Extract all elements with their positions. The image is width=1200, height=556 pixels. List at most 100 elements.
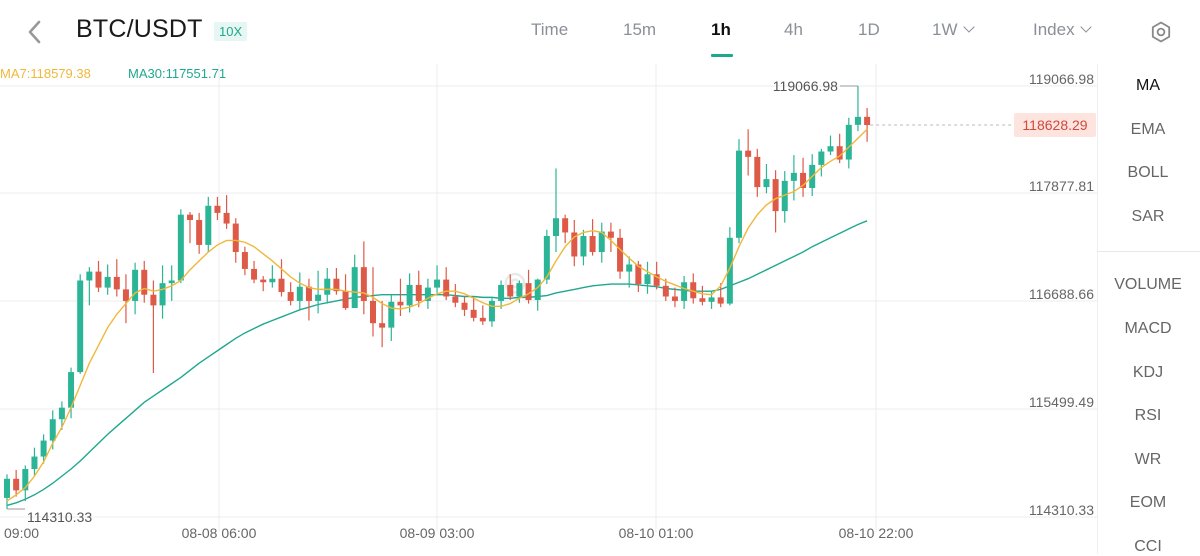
candle-body (763, 179, 770, 188)
candle-body (690, 282, 697, 299)
candle-body (671, 296, 678, 301)
last-price-tag-bg (1014, 113, 1096, 138)
candle-body (754, 156, 761, 188)
settings-gear-icon[interactable] (1149, 20, 1173, 44)
indicator-ema[interactable]: EMA (1130, 121, 1166, 138)
index-dropdown[interactable]: Index (1033, 20, 1092, 40)
candle-body (205, 205, 212, 245)
candle-body (708, 297, 715, 302)
timeframe-1d[interactable]: 1D (858, 20, 880, 39)
indicator-boll[interactable]: BOLL (1127, 164, 1169, 181)
candle-body (104, 276, 111, 288)
candle-body (864, 116, 871, 126)
candle-body (479, 317, 486, 322)
candle-body (553, 218, 559, 237)
timeframe-15m[interactable]: 15m (623, 20, 657, 39)
candle-body (745, 150, 752, 157)
candle-body (287, 292, 294, 301)
candle-body (168, 280, 175, 284)
trading-pair-title[interactable]: BTC/USDT (76, 15, 203, 43)
candle-body (342, 291, 349, 309)
candle-body (452, 296, 459, 303)
candle-body (351, 267, 358, 309)
candle-body (251, 268, 258, 280)
candle-body (534, 279, 541, 301)
timeframe-1w-dropdown[interactable]: 1W (932, 20, 975, 40)
candle-body (324, 278, 331, 295)
candle-body (681, 282, 688, 301)
indicator-rsi[interactable]: RSI (1134, 407, 1162, 424)
candle-body (260, 279, 267, 283)
candle-body (86, 271, 93, 281)
indicator-separator (1097, 251, 1200, 252)
candle-body (122, 289, 129, 301)
candle-body (232, 223, 239, 253)
candle-body (370, 300, 376, 324)
candle-body (726, 237, 733, 304)
candle-body (77, 280, 84, 373)
indicator-wr[interactable]: WR (1134, 451, 1162, 468)
candle-body (305, 286, 312, 301)
x-axis-tick-label: 08-10 01:00 (619, 525, 694, 541)
back-chevron-icon[interactable] (18, 14, 52, 50)
candle-body (580, 236, 587, 257)
candle-body (845, 124, 852, 160)
indicator-macd[interactable]: MACD (1124, 320, 1172, 337)
timeframe-4h[interactable]: 4h (784, 20, 803, 39)
candle-body (132, 269, 139, 301)
candle-body (607, 231, 614, 238)
candle-body (589, 236, 596, 253)
candle-body (22, 469, 29, 491)
indicator-volume[interactable]: VOLUME (1114, 276, 1182, 293)
ma30-legend: MA30:117551.71 (128, 66, 227, 81)
candle-body (699, 298, 706, 302)
candle-body (434, 279, 441, 288)
candlestick-chart[interactable]: ◎ 119066.98 117877.81 116688.66 115499.49 114… (0, 0, 1097, 554)
indicator-ma[interactable]: MA (1136, 77, 1160, 94)
candle-body (379, 323, 386, 328)
indicator-sar[interactable]: SAR (1131, 208, 1165, 225)
candle-body (159, 283, 166, 306)
candle-body (223, 212, 230, 224)
candle-body (141, 269, 148, 295)
x-axis-tick-label: 08-09 03:00 (400, 525, 475, 541)
candle-body (562, 218, 569, 233)
candle-body (424, 287, 431, 301)
y-axis-tick-label: 119066.98 (1029, 71, 1094, 87)
timeframe-1h[interactable]: 1h (711, 20, 731, 39)
timeframe-time[interactable]: Time (531, 20, 569, 39)
candle-body (13, 478, 20, 491)
y-axis-tick-label: 116688.66 (1029, 286, 1094, 302)
candle-body (278, 278, 285, 293)
candle-body (113, 276, 120, 290)
candle-body (800, 172, 807, 188)
candle-body (598, 231, 605, 253)
sidebar-divider (1097, 64, 1098, 554)
candle-body (4, 478, 10, 498)
candle-body (644, 274, 651, 285)
candle-body (662, 285, 669, 297)
ma7-line (6, 128, 868, 502)
ma7-legend: MA7:118579.38 (0, 66, 91, 81)
indicator-kdj[interactable]: KDJ (1132, 364, 1164, 381)
y-axis-tick-label: 117877.81 (1029, 178, 1094, 194)
candle-body (507, 284, 514, 297)
candle-body (95, 271, 102, 288)
candle-body (187, 214, 193, 221)
indicator-cci[interactable]: CCI (1134, 538, 1162, 555)
candle-body (31, 456, 38, 470)
x-axis-tick-label: 09:00 (4, 525, 39, 541)
candle-body (781, 180, 788, 212)
candle-body (196, 220, 203, 245)
candle-body (498, 284, 505, 301)
candle-body (214, 205, 221, 213)
candle-body (516, 283, 523, 297)
candle-body (388, 301, 395, 328)
leverage-badge: 10X (214, 22, 248, 41)
candle-body (49, 419, 56, 441)
candle-body (653, 274, 660, 286)
candle-body (543, 236, 550, 280)
candle-body (269, 278, 276, 283)
candle-body (736, 150, 742, 238)
indicator-eom[interactable]: EOM (1129, 494, 1167, 511)
